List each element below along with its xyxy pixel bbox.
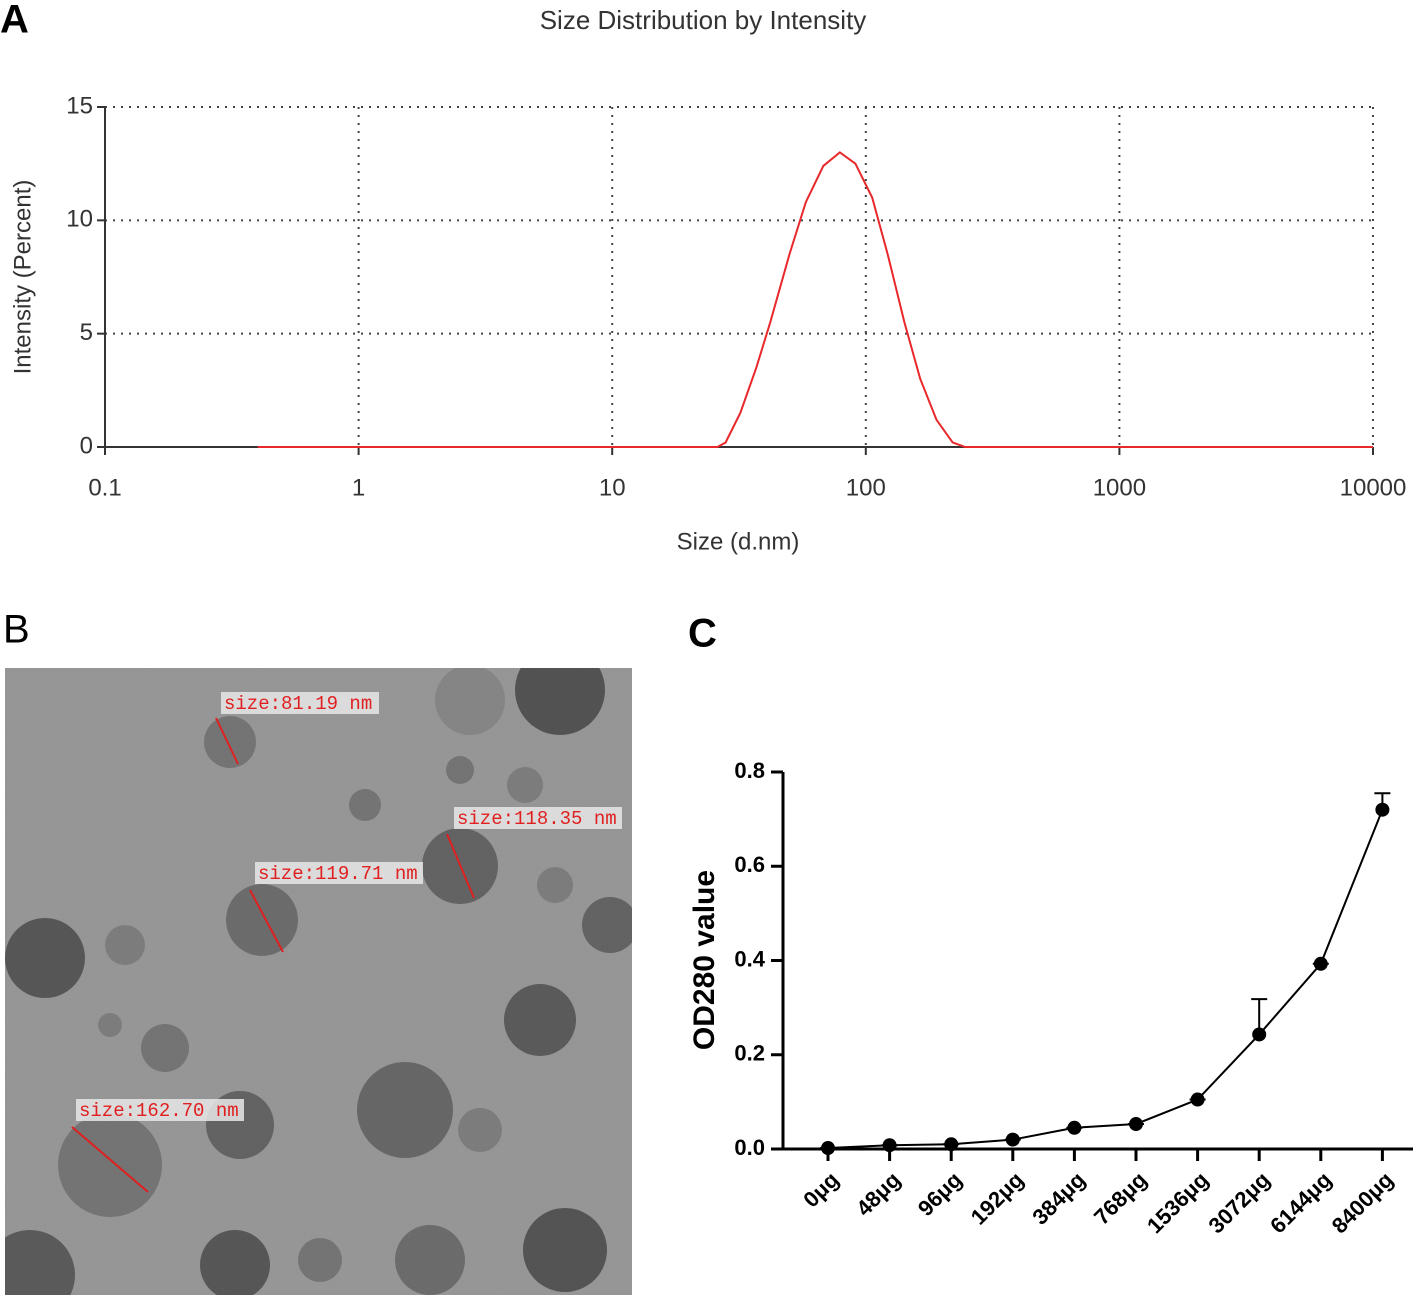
x-tick-label: 100	[846, 474, 886, 501]
y-tick-label: 0.2	[734, 1041, 765, 1066]
panel-letter: A	[0, 0, 29, 42]
y-tick-label: 0.6	[734, 852, 765, 877]
data-point	[1067, 1120, 1082, 1135]
size-label: size:162.70 nm	[79, 1100, 239, 1122]
measure-lines	[71, 717, 475, 1193]
x-tick-label: 6144μg	[1265, 1167, 1336, 1238]
x-tick-label: 0.1	[88, 474, 121, 501]
x-axis-label: Size (d.nm)	[677, 528, 800, 555]
x-tick-label: 0μg	[798, 1167, 843, 1212]
y-tick-label: 10	[66, 206, 93, 233]
x-tick-label: 384μg	[1027, 1167, 1090, 1230]
y-tick-label: 0.8	[734, 758, 765, 783]
y-axis-label: OD280 value	[688, 870, 721, 1050]
x-tick-label: 1000	[1093, 474, 1146, 501]
chart-title: Size Distribution by Intensity	[540, 5, 867, 35]
size-label: size:119.71 nm	[258, 863, 418, 885]
x-tick-label: 48μg	[851, 1167, 905, 1221]
data-point	[821, 1141, 835, 1156]
micrograph-noise	[5, 668, 632, 1295]
x-tick-label: 10000	[1340, 474, 1407, 501]
x-tick-label: 10	[599, 474, 626, 501]
x-tick-label: 96μg	[913, 1167, 967, 1221]
data-point	[1190, 1092, 1205, 1107]
data-point	[1252, 1027, 1267, 1042]
data-point	[1375, 802, 1390, 817]
x-tick-label: 1	[352, 474, 365, 501]
panel-letter: B	[3, 608, 30, 652]
micrograph: size:81.19 nm size:118.35 nm size:119.71…	[5, 668, 632, 1295]
x-tick-label: 8400μg	[1327, 1167, 1398, 1238]
size-label: size:118.35 nm	[457, 808, 617, 830]
data-point	[944, 1137, 959, 1152]
data-point	[882, 1138, 897, 1153]
x-tick-label: 3072μg	[1204, 1167, 1275, 1238]
measure-labels: size:81.19 nm size:118.35 nm size:119.71…	[76, 692, 622, 1122]
y-axis-label: Intensity (Percent)	[9, 180, 36, 375]
x-tick-label: 192μg	[966, 1167, 1029, 1230]
x-tick-label: 1536μg	[1142, 1167, 1213, 1238]
data-line	[257, 151, 1373, 448]
data-point	[1129, 1117, 1143, 1132]
data-line	[827, 809, 1384, 1150]
panel-letter: C	[688, 612, 717, 656]
y-tick-label: 0.4	[734, 946, 765, 971]
data-point	[1313, 956, 1328, 971]
y-tick-label: 5	[80, 319, 93, 346]
y-tick-label: 0	[80, 432, 93, 459]
y-tick-label: 0.0	[734, 1135, 765, 1160]
data-point	[1005, 1132, 1020, 1147]
y-tick-label: 15	[66, 92, 93, 119]
size-label: size:81.19 nm	[224, 693, 372, 715]
